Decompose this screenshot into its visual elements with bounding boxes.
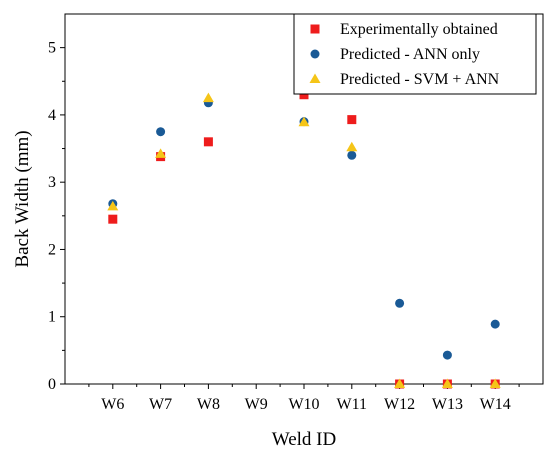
x-tick-label: W6 [101, 396, 124, 413]
data-point-triangle [394, 378, 406, 388]
data-point-triangle [441, 378, 453, 388]
y-tick-label: 1 [48, 309, 56, 326]
legend-label: Predicted - ANN only [340, 46, 480, 63]
data-point-circle [395, 298, 405, 308]
y-axis-title: Back Width (mm) [12, 130, 33, 267]
data-points [107, 90, 501, 389]
legend-box [293, 13, 537, 95]
data-point-triangle [298, 116, 310, 127]
x-tick-label: W12 [384, 396, 415, 413]
legend-marker-circle [310, 49, 320, 59]
x-axis-title: Weld ID [272, 429, 336, 450]
x-tick-label: W7 [149, 396, 172, 413]
y-tick-label: 2 [48, 241, 56, 258]
x-tick-label: W9 [245, 396, 268, 413]
x-tick-label: W13 [432, 396, 463, 413]
data-point-square [299, 90, 309, 100]
data-point-triangle [107, 200, 119, 211]
legend-label: Experimentally obtained [340, 21, 498, 38]
legend: Experimentally obtained Predicted - ANN o… [293, 13, 537, 95]
y-tick-label: 5 [48, 40, 56, 57]
data-point-triangle [202, 92, 214, 103]
x-tick-label: W11 [337, 396, 368, 413]
data-point-triangle [489, 378, 501, 388]
data-point-circle [490, 319, 500, 329]
y-axis-ticks: 0 1 2 3 4 5 [48, 40, 65, 393]
legend-marker-triangle [309, 73, 321, 83]
legend-marker-square [310, 24, 320, 34]
data-point-circle [156, 127, 166, 137]
y-tick-label: 0 [48, 376, 56, 393]
x-tick-label: W8 [197, 396, 220, 413]
data-point-triangle [346, 141, 358, 152]
legend-label: Predicted - SVM + ANN [340, 71, 500, 88]
data-point-square [203, 137, 213, 147]
y-tick-label: 4 [48, 107, 56, 124]
x-axis-ticks: W6 W7 W8 W9 W10 W11 W12 W13 W14 [88, 384, 520, 413]
data-point-circle [442, 350, 452, 360]
data-point-square [347, 115, 357, 125]
y-tick-label: 3 [48, 174, 56, 191]
data-point-square [108, 214, 118, 224]
x-tick-label: W14 [480, 396, 511, 413]
x-tick-label: W10 [288, 396, 319, 413]
data-point-triangle [155, 148, 167, 158]
data-point-circle [347, 150, 357, 160]
